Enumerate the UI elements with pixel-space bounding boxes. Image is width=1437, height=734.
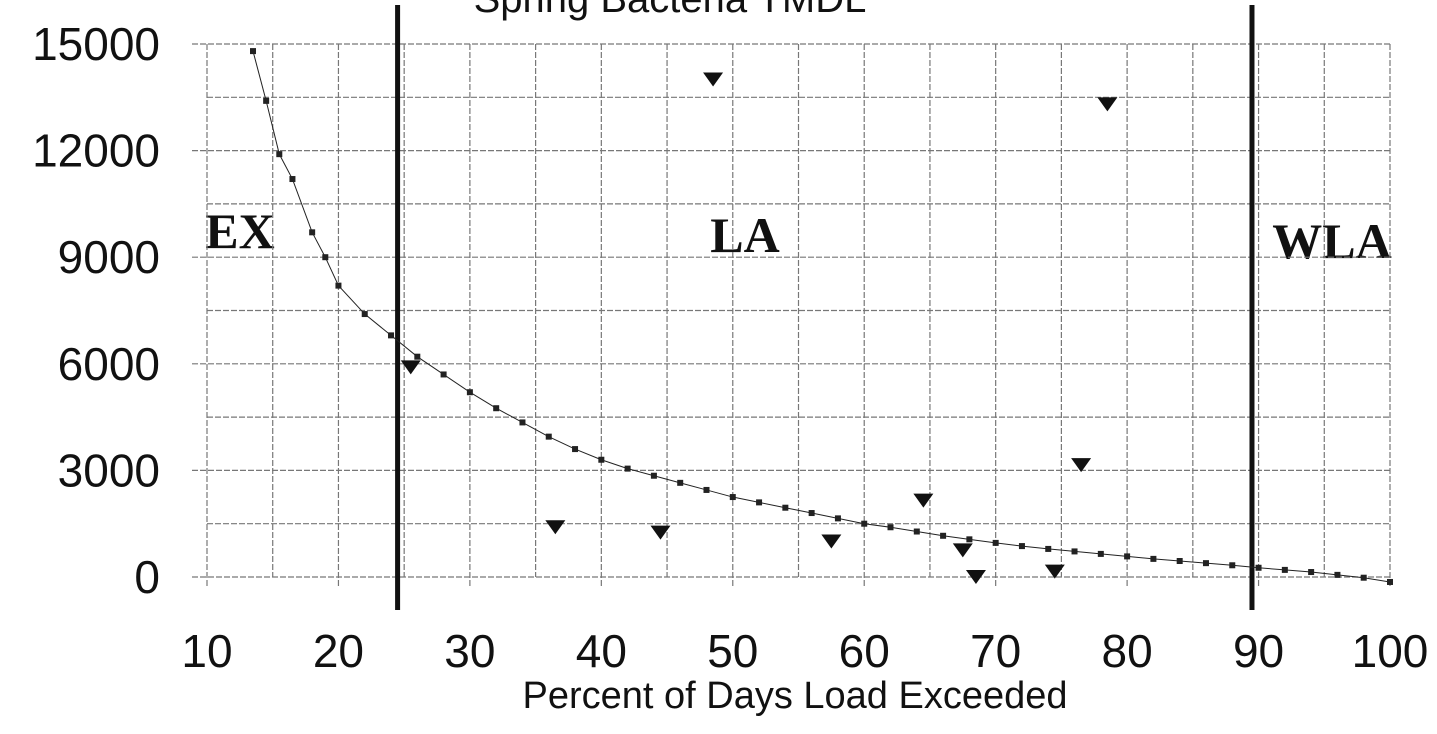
point bbox=[1308, 569, 1315, 576]
y-tick-label: 15000 bbox=[32, 18, 160, 70]
point bbox=[309, 229, 316, 236]
point bbox=[1045, 545, 1052, 552]
point bbox=[1150, 555, 1157, 562]
point bbox=[1018, 543, 1025, 550]
point bbox=[756, 499, 763, 506]
x-tick-label: 100 bbox=[1352, 625, 1429, 677]
point bbox=[940, 532, 947, 539]
x-tick-label: 40 bbox=[576, 625, 627, 677]
x-tick-label: 70 bbox=[970, 625, 1021, 677]
x-tick-label: 10 bbox=[181, 625, 232, 677]
point bbox=[1387, 578, 1393, 585]
point bbox=[572, 446, 579, 453]
point bbox=[519, 419, 526, 426]
point bbox=[493, 405, 500, 412]
y-tick-label: 6000 bbox=[58, 338, 160, 390]
y-tick-label: 3000 bbox=[58, 444, 160, 496]
point bbox=[703, 72, 724, 87]
x-tick-label: 80 bbox=[1102, 625, 1153, 677]
x-tick-label: 30 bbox=[444, 625, 495, 677]
point bbox=[1071, 548, 1078, 555]
y-tick-label: 9000 bbox=[58, 231, 160, 283]
point bbox=[782, 504, 789, 511]
point bbox=[992, 539, 999, 546]
x-tick-label: 60 bbox=[839, 625, 890, 677]
point bbox=[545, 433, 552, 440]
chart-title: Spring Bacteria TMDL bbox=[474, 0, 867, 21]
point bbox=[1176, 558, 1183, 565]
point bbox=[322, 254, 329, 261]
point bbox=[289, 176, 296, 183]
point bbox=[545, 520, 566, 535]
point bbox=[965, 570, 986, 584]
point bbox=[887, 524, 894, 531]
point bbox=[913, 493, 934, 508]
x-tick-label: 20 bbox=[313, 625, 364, 677]
x-axis-label: Percent of Days Load Exceeded bbox=[522, 675, 1067, 717]
point bbox=[703, 486, 710, 493]
point bbox=[1124, 553, 1131, 560]
point bbox=[729, 494, 736, 501]
y-tick-label: 12000 bbox=[32, 125, 160, 177]
region-label: WLA bbox=[1272, 213, 1391, 269]
point bbox=[361, 311, 368, 318]
point bbox=[1255, 564, 1262, 571]
point bbox=[677, 479, 684, 486]
point bbox=[335, 282, 342, 289]
point bbox=[466, 389, 473, 396]
point bbox=[1097, 550, 1104, 557]
point bbox=[1360, 574, 1367, 581]
point bbox=[1097, 97, 1118, 112]
point bbox=[388, 332, 395, 339]
point bbox=[650, 472, 657, 479]
point bbox=[440, 371, 447, 378]
point bbox=[913, 528, 920, 535]
point bbox=[400, 360, 421, 375]
point bbox=[966, 536, 973, 543]
series-line bbox=[252, 50, 1391, 583]
point bbox=[1229, 562, 1236, 569]
region-label: LA bbox=[710, 207, 779, 263]
x-tick-label: 90 bbox=[1233, 625, 1284, 677]
point bbox=[1281, 566, 1288, 573]
y-tick-label: 0 bbox=[134, 551, 160, 603]
point bbox=[861, 520, 868, 527]
point bbox=[650, 525, 671, 540]
point bbox=[1044, 564, 1065, 579]
point bbox=[598, 456, 605, 463]
point bbox=[1071, 458, 1092, 473]
point bbox=[414, 353, 421, 360]
point bbox=[808, 510, 815, 517]
point bbox=[1334, 571, 1341, 578]
region-label: EX bbox=[205, 203, 274, 259]
x-tick-label: 50 bbox=[707, 625, 758, 677]
point bbox=[624, 465, 631, 472]
point bbox=[250, 48, 257, 55]
point bbox=[834, 515, 841, 522]
point bbox=[952, 543, 973, 558]
point bbox=[276, 151, 283, 158]
point bbox=[263, 97, 270, 104]
point bbox=[821, 534, 842, 549]
point bbox=[1202, 560, 1209, 567]
